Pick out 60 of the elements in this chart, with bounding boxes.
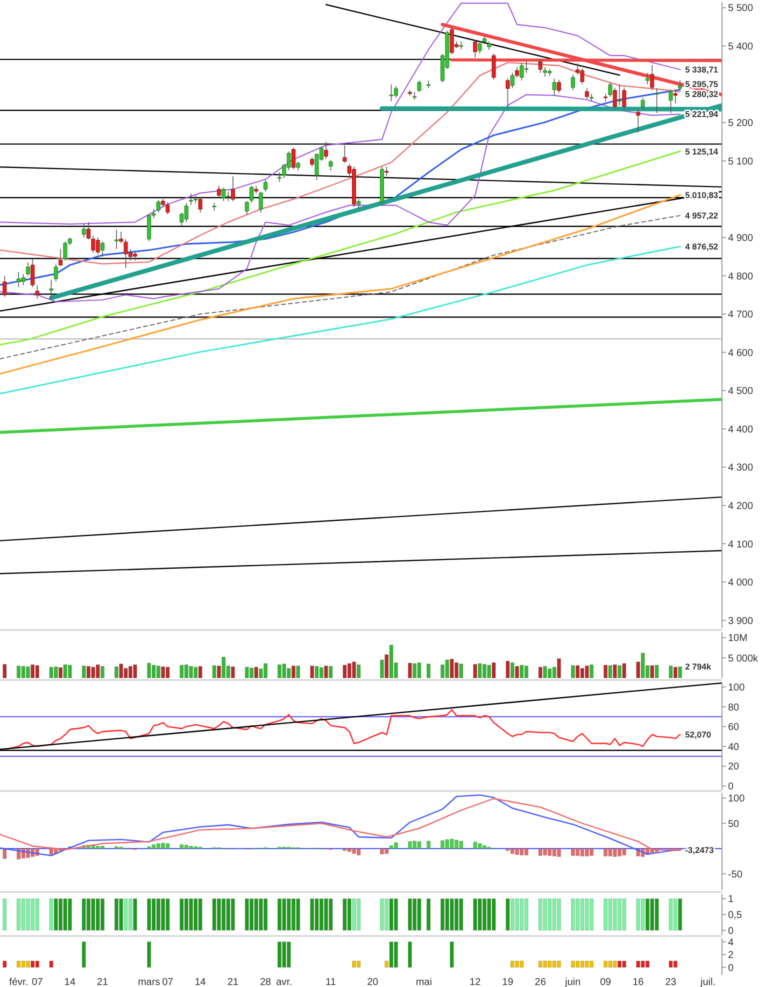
y-tick-label: 4 200 bbox=[728, 500, 754, 512]
x-tick-label: 14 bbox=[194, 977, 206, 987]
y-tick-label: 20 bbox=[728, 762, 740, 773]
y-tick-label: 80 bbox=[728, 702, 740, 714]
y-tick-label: 4 600 bbox=[728, 348, 754, 359]
annotation: 5 338,71 bbox=[685, 64, 718, 74]
x-tick-label: avr. bbox=[276, 977, 292, 987]
y-tick-label: 3 900 bbox=[728, 616, 754, 627]
y-tick-label: 5 000k bbox=[728, 653, 760, 664]
y-tick-label: 4 800 bbox=[728, 271, 754, 282]
y-tick-label: 4 400 bbox=[728, 424, 754, 436]
y-tick-label: 0 bbox=[728, 782, 734, 793]
y-tick-label: 2 bbox=[728, 950, 734, 962]
y-tick-label: 40 bbox=[728, 742, 740, 753]
y-tick-label: 4 000 bbox=[728, 578, 754, 589]
y-tick-label: 0,5 bbox=[728, 910, 742, 921]
y-tick-label: 60 bbox=[728, 722, 740, 734]
y-tick-label: 4 500 bbox=[728, 386, 754, 398]
x-tick-label: 16 bbox=[632, 977, 644, 987]
x-tick-label: 23 bbox=[665, 977, 677, 987]
x-tick-label: mars bbox=[138, 977, 160, 987]
x-tick-label: 07 bbox=[32, 977, 44, 987]
annotation: 4 957,22 bbox=[685, 210, 718, 221]
annotation: 52,070 bbox=[685, 729, 712, 740]
x-tick-label: 11 bbox=[326, 977, 336, 987]
x-tick-label: 28 bbox=[260, 977, 272, 987]
y-tick-label: 5 100 bbox=[728, 156, 754, 168]
y-tick-label: 4 700 bbox=[728, 310, 754, 321]
x-tick-label: 14 bbox=[64, 977, 76, 987]
y-tick-label: 5 400 bbox=[728, 42, 754, 53]
x-tick-label: 20 bbox=[367, 977, 379, 987]
y-tick-label: -50 bbox=[728, 869, 743, 880]
annotation: 4 876,52 bbox=[685, 241, 718, 252]
y-tick-label: 0 bbox=[728, 962, 734, 974]
annotation: 5 280,32 bbox=[685, 88, 718, 99]
y-tick-label: 4 900 bbox=[728, 232, 754, 244]
x-tick-label: 12 bbox=[470, 977, 482, 987]
annotation: 2 794k bbox=[685, 662, 712, 672]
x-tick-label: mai bbox=[416, 977, 432, 987]
y-tick-label: 4 bbox=[728, 937, 734, 948]
x-tick-label: févr. bbox=[9, 977, 28, 987]
x-tick-label: 09 bbox=[600, 977, 612, 987]
y-tick-label: 5 200 bbox=[728, 118, 754, 130]
y-tick-label: 100 bbox=[728, 682, 746, 694]
y-tick-label: 5 500 bbox=[728, 3, 754, 14]
x-tick-label: 26 bbox=[534, 977, 546, 987]
x-tick-label: 21 bbox=[96, 977, 108, 987]
y-tick-label: 50 bbox=[728, 818, 740, 830]
annotation: 5 125,14 bbox=[685, 146, 718, 156]
x-tick-label: juin bbox=[564, 977, 581, 987]
x-tick-label: 07 bbox=[162, 977, 174, 987]
y-tick-label: 100 bbox=[728, 794, 746, 805]
y-tick-label: 0 bbox=[728, 926, 734, 937]
y-tick-label: 4 300 bbox=[728, 462, 754, 474]
y-tick-label: 4 100 bbox=[728, 539, 754, 550]
x-tick-label: 21 bbox=[227, 977, 239, 987]
y-tick-label: 10M bbox=[728, 633, 748, 644]
y-tick-label: 1 bbox=[728, 894, 734, 906]
x-tick-label: 19 bbox=[502, 977, 514, 987]
x-tick-label: juil. bbox=[700, 977, 716, 987]
